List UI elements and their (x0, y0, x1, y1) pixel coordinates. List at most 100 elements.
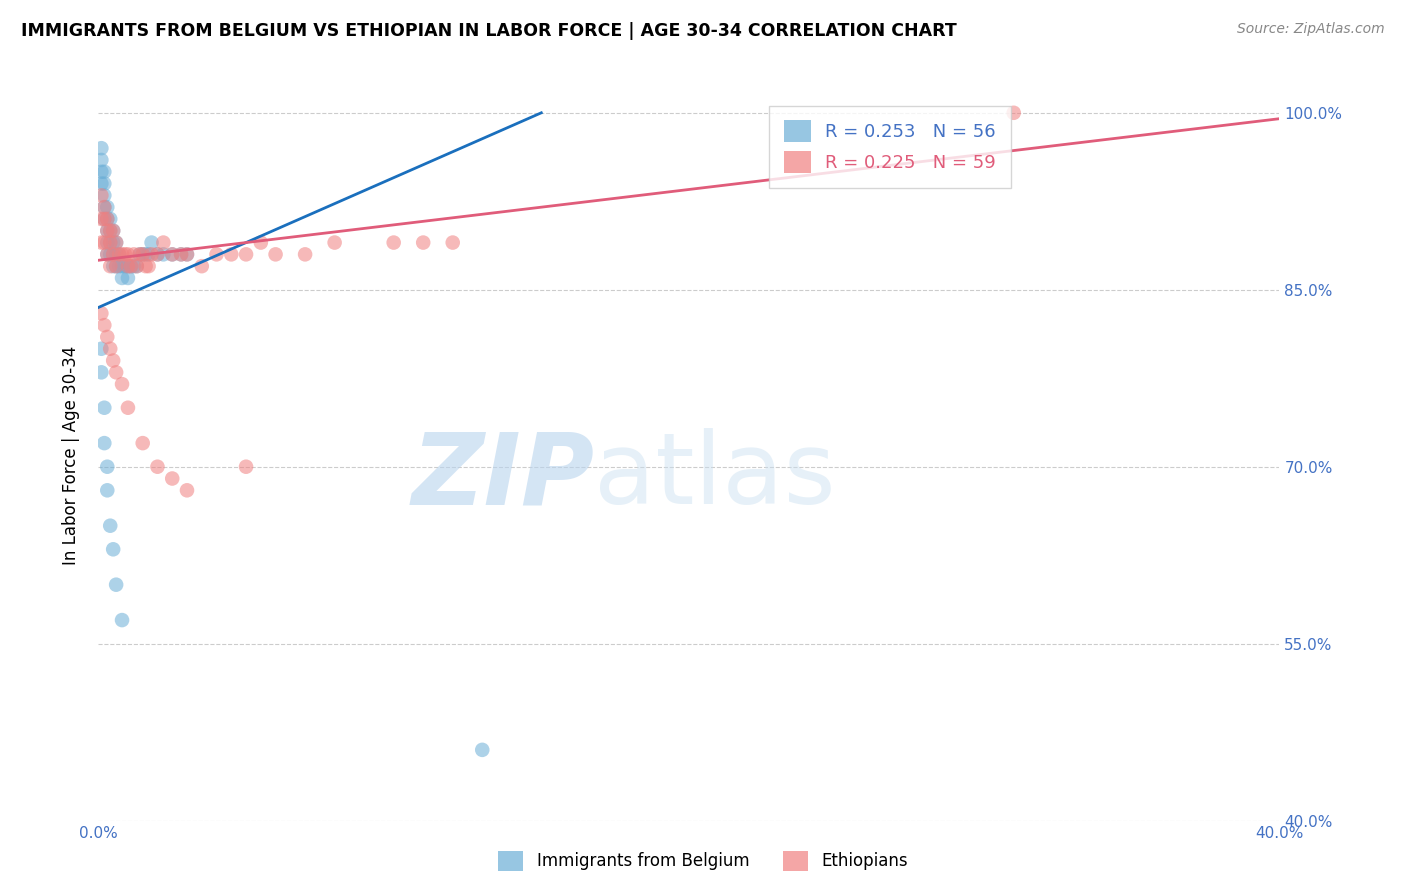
Point (117, 259, 139, 273)
Point (135, 259, 157, 273)
Point (105, 247, 128, 261)
Point (103, 353, 125, 368)
Point (117, 271, 139, 285)
Point (122, 247, 145, 261)
Point (111, 271, 134, 285)
Point (108, 259, 131, 273)
Point (162, 247, 183, 261)
Point (96, 211, 118, 226)
Point (96, 211, 118, 226)
Point (111, 377, 134, 392)
Point (132, 247, 155, 261)
Point (135, 247, 157, 261)
Point (93, 165, 115, 179)
Point (96, 200, 118, 214)
Point (103, 224, 125, 238)
Point (323, 235, 346, 250)
Point (98, 224, 121, 238)
Point (93, 211, 115, 226)
Y-axis label: In Labor Force | Age 30-34: In Labor Force | Age 30-34 (62, 345, 80, 565)
Point (90, 235, 112, 250)
Point (128, 247, 150, 261)
Point (98, 235, 121, 250)
Text: Source: ZipAtlas.com: Source: ZipAtlas.com (1237, 22, 1385, 37)
Point (90, 165, 112, 179)
Point (235, 247, 257, 261)
Point (471, 743, 494, 757)
Point (90, 211, 112, 226)
Point (105, 365, 128, 379)
Point (105, 259, 128, 273)
Point (191, 259, 214, 273)
Point (93, 436, 115, 450)
Point (141, 247, 163, 261)
Point (146, 247, 169, 261)
Point (111, 613, 134, 627)
Point (221, 247, 243, 261)
Point (93, 235, 115, 250)
Point (98, 247, 121, 261)
Point (93, 401, 115, 415)
Point (103, 259, 125, 273)
Point (114, 259, 136, 273)
Point (125, 259, 148, 273)
Point (146, 247, 169, 261)
Text: atlas: atlas (595, 428, 837, 525)
Point (108, 247, 131, 261)
Point (146, 459, 169, 474)
Point (103, 247, 125, 261)
Point (117, 247, 139, 261)
Point (117, 401, 139, 415)
Point (152, 247, 174, 261)
Point (90, 306, 112, 320)
Text: ZIP: ZIP (412, 428, 595, 525)
Point (93, 211, 115, 226)
Point (98, 211, 121, 226)
Point (90, 153, 112, 167)
Point (103, 224, 125, 238)
Point (176, 247, 198, 261)
Point (93, 318, 115, 333)
Point (111, 247, 134, 261)
Point (90, 342, 112, 356)
Point (412, 235, 434, 250)
Point (96, 247, 118, 261)
Point (93, 200, 115, 214)
Point (96, 235, 118, 250)
Point (96, 459, 118, 474)
Point (235, 459, 257, 474)
Point (176, 247, 198, 261)
Point (98, 259, 121, 273)
Point (98, 224, 121, 238)
Point (264, 247, 287, 261)
Point (108, 247, 131, 261)
Point (122, 259, 145, 273)
Point (128, 247, 150, 261)
Point (1002, 105, 1025, 120)
Point (294, 247, 316, 261)
Point (105, 235, 128, 250)
Point (382, 235, 405, 250)
Point (96, 224, 118, 238)
Point (96, 247, 118, 261)
Point (125, 259, 148, 273)
Point (152, 235, 174, 250)
Point (103, 247, 125, 261)
Point (114, 247, 136, 261)
Point (90, 141, 112, 155)
Point (98, 235, 121, 250)
Point (138, 259, 160, 273)
Point (120, 259, 142, 273)
Point (103, 235, 125, 250)
Legend: Immigrants from Belgium, Ethiopians: Immigrants from Belgium, Ethiopians (491, 842, 915, 880)
Point (93, 200, 115, 214)
Point (132, 247, 155, 261)
Point (111, 259, 134, 273)
Point (98, 518, 121, 533)
Point (170, 247, 193, 261)
Point (103, 542, 125, 557)
Point (105, 577, 128, 591)
Text: IMMIGRANTS FROM BELGIUM VS ETHIOPIAN IN LABOR FORCE | AGE 30-34 CORRELATION CHAR: IMMIGRANTS FROM BELGIUM VS ETHIOPIAN IN … (21, 22, 957, 40)
Point (176, 483, 198, 498)
Point (132, 436, 155, 450)
